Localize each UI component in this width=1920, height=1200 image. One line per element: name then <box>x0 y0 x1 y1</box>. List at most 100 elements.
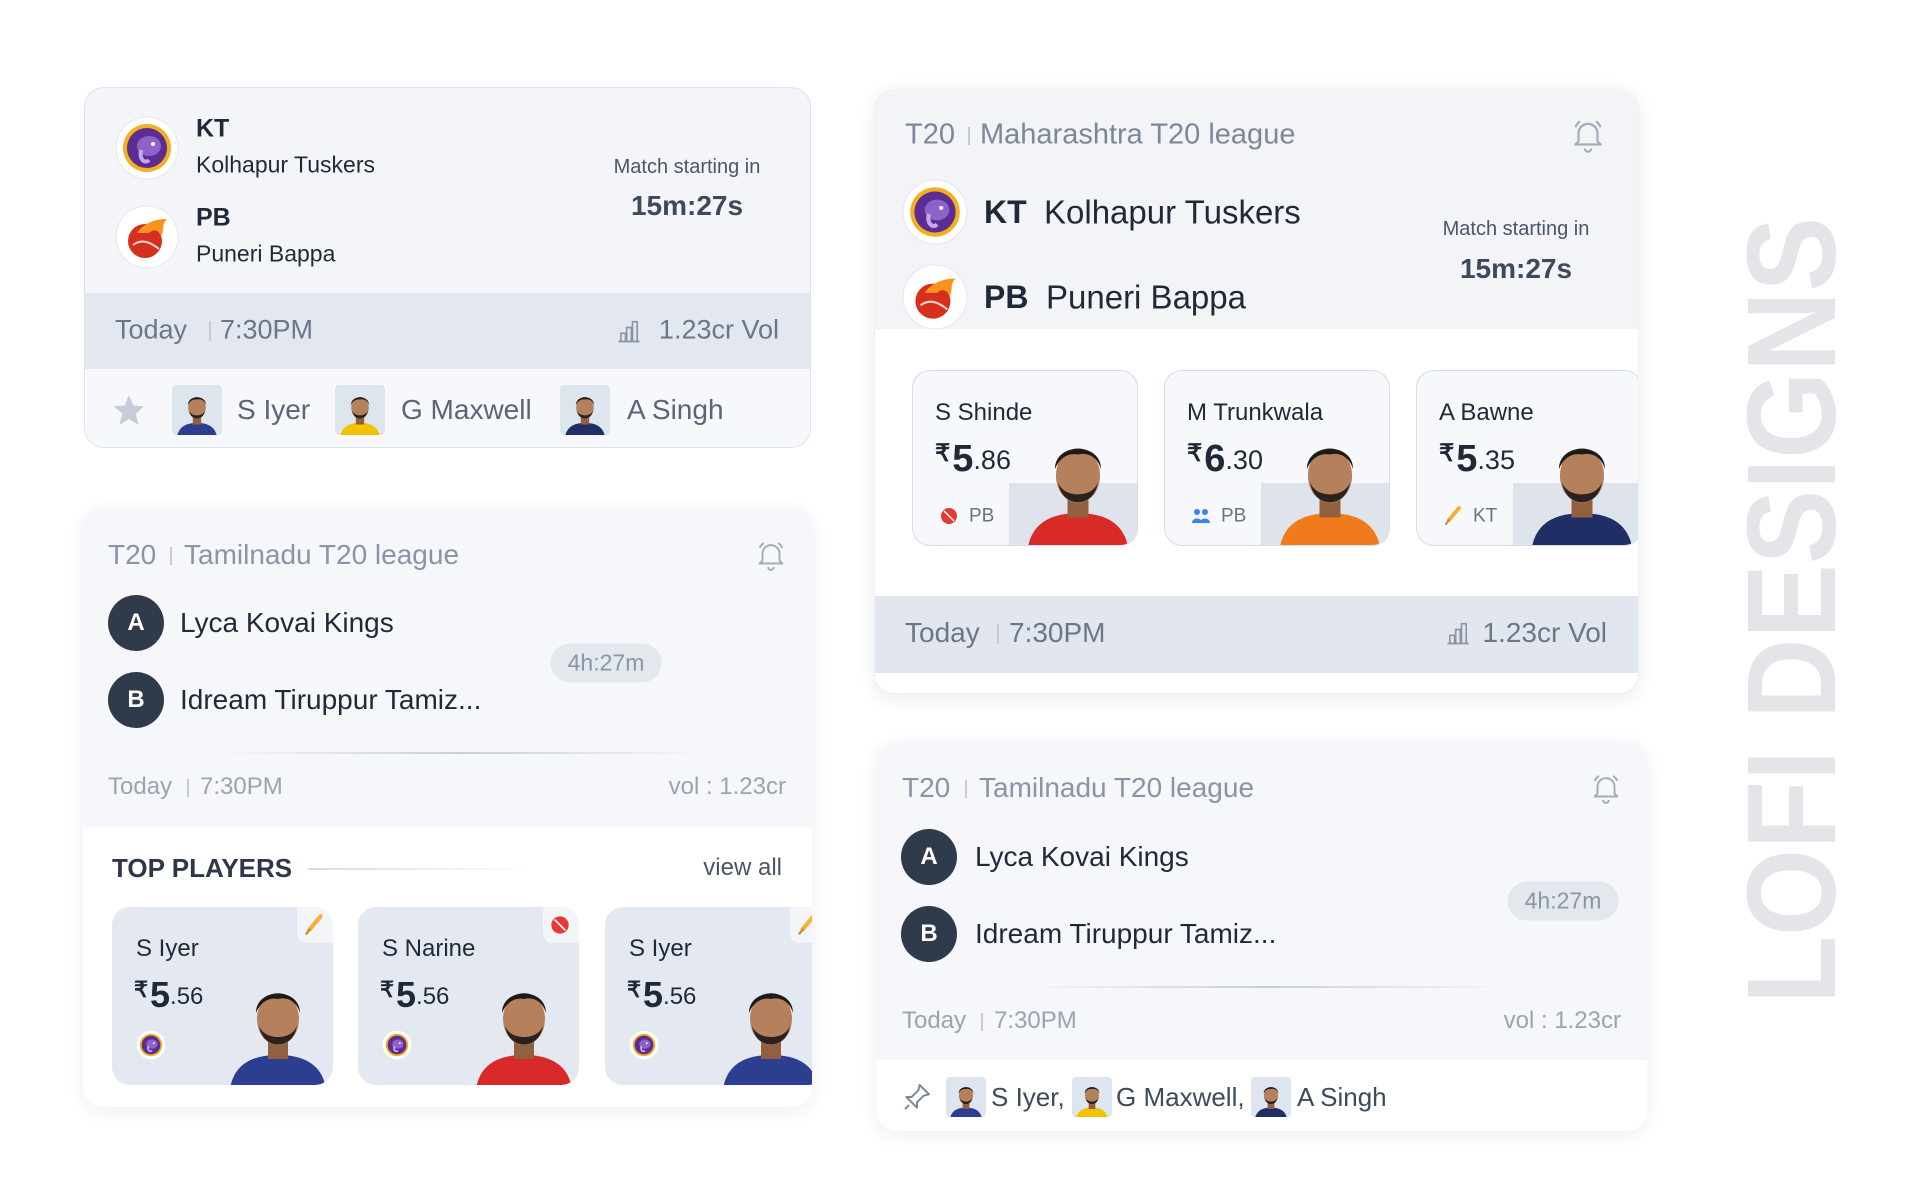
player-name: S Shinde <box>935 399 1033 426</box>
team-logo-shape <box>629 1030 658 1059</box>
volume-icon <box>615 317 643 345</box>
format: T20 <box>905 118 955 151</box>
team-logo <box>115 116 179 180</box>
team-logo-shape <box>136 1030 165 1059</box>
team-logo <box>902 179 968 245</box>
player-name: G Maxwell, <box>1116 1082 1245 1112</box>
volume: vol : 1.23cr <box>668 773 786 800</box>
team-code: PB <box>1221 505 1247 527</box>
role-icon <box>547 912 573 938</box>
price-fraction: .30 <box>1225 445 1263 475</box>
countdown: 15m:27s <box>1459 253 1573 284</box>
player-price: ₹5.56 <box>627 977 696 1013</box>
separator <box>965 780 967 798</box>
player-card[interactable]: S Shinde ₹5.86 PB <box>912 370 1138 546</box>
player-photo <box>474 969 574 1085</box>
match-day: Today <box>115 314 188 345</box>
team-code: PB <box>196 203 231 232</box>
team-name: Kolhapur Tuskers <box>196 151 375 178</box>
card-header-area <box>83 508 812 827</box>
player-photo-shape <box>476 993 572 1085</box>
team-code: KT <box>1473 505 1498 527</box>
match-card[interactable]: T20 Tamilnadu T20 league A Lyca Kovai Ki… <box>83 508 812 1107</box>
player-photo <box>228 969 328 1085</box>
pin-icon[interactable] <box>901 1081 933 1113</box>
player-name: S Iyer <box>237 394 311 425</box>
bell-icon[interactable] <box>1569 116 1607 154</box>
volume-icon <box>1444 619 1472 647</box>
player-photo-shape <box>723 993 812 1085</box>
divider <box>223 752 703 754</box>
player-avatar <box>946 1077 986 1117</box>
team-icon-shape <box>1192 509 1210 523</box>
player-photo-shape <box>950 1087 982 1117</box>
match-card[interactable]: KT Kolhapur Tuskers PB Puneri Bappa Matc… <box>84 87 811 448</box>
countdown-pill: 4h:27m <box>1507 881 1619 921</box>
player-card[interactable]: S Narine ₹5.56 <box>358 907 579 1085</box>
player-name: A Singh <box>1297 1082 1387 1112</box>
format: T20 <box>902 772 951 803</box>
player-photo-shape <box>1280 448 1381 546</box>
team-logo <box>629 1030 659 1060</box>
match-time: 7:30PM <box>220 314 314 345</box>
team-name: Puneri Bappa <box>196 240 336 267</box>
player-name: S Iyer, <box>991 1082 1065 1112</box>
team-badge: B <box>108 672 164 728</box>
player-photo <box>1275 423 1385 546</box>
team-logo <box>115 205 179 269</box>
player-avatar <box>335 385 385 435</box>
countdown: 15m:27s <box>630 190 744 221</box>
role-icon <box>301 912 327 938</box>
countdown-pill: 4h:27m <box>550 643 662 683</box>
team-code: KT <box>984 194 1027 230</box>
player-photo-shape <box>1076 1087 1108 1117</box>
player-photo-shape <box>340 397 380 435</box>
player-photo <box>946 1079 986 1117</box>
divider <box>1027 986 1507 988</box>
player-card[interactable]: M Trunkwala ₹6.30 PB <box>1164 370 1390 546</box>
player-card[interactable]: S Iyer ₹5.56 <box>112 907 333 1085</box>
role-icon <box>794 912 812 938</box>
player-avatar <box>560 385 610 435</box>
player-photo <box>1527 423 1637 546</box>
team-name: Kolhapur Tuskers <box>1044 193 1301 231</box>
favorite-icon[interactable] <box>111 392 147 428</box>
role-icon-shape <box>551 916 568 933</box>
divider <box>308 868 538 870</box>
currency: ₹ <box>1439 440 1455 467</box>
role-tag <box>790 907 812 943</box>
match-card[interactable]: T20 Tamilnadu T20 league A Lyca Kovai Ki… <box>877 742 1647 1131</box>
match-time: 7:30PM <box>994 1007 1077 1034</box>
price-whole: 6 <box>1204 438 1226 480</box>
player-photo <box>721 969 812 1085</box>
watermark-text: LOFI DESIGNS <box>1721 217 1862 1004</box>
player-card[interactable]: A Bawne ₹5.35 KT <box>1416 370 1638 546</box>
currency: ₹ <box>1187 440 1203 467</box>
price-fraction: .56 <box>416 983 450 1010</box>
match-card[interactable]: T20 Maharashtra T20 league KT Kolhapur T… <box>874 89 1639 694</box>
countdown-label: Match starting in <box>613 156 761 178</box>
player-photo-shape <box>1255 1087 1287 1117</box>
player-photo-shape <box>1028 448 1129 546</box>
bell-icon[interactable] <box>1589 771 1623 805</box>
player-name: G Maxwell <box>401 394 532 425</box>
player-name: S Narine <box>382 935 476 962</box>
player-price: ₹5.35 <box>1439 440 1515 478</box>
format: T20 <box>108 539 157 570</box>
currency: ₹ <box>627 977 641 1002</box>
price-fraction: .35 <box>1477 445 1515 475</box>
team-logo-shape <box>382 1030 411 1059</box>
league: Maharashtra T20 league <box>980 118 1296 151</box>
bell-icon[interactable] <box>754 538 788 572</box>
currency: ₹ <box>134 977 148 1002</box>
player-card[interactable]: S Iyer ₹5.56 <box>605 907 812 1085</box>
player-photo-shape <box>230 993 326 1085</box>
team-code: PB <box>984 279 1029 315</box>
price-whole: 5 <box>643 974 664 1015</box>
volume: vol : 1.23cr <box>1503 1007 1621 1034</box>
match-day: Today <box>108 773 173 800</box>
view-all-link[interactable]: view all <box>703 854 782 881</box>
team-badge: A <box>108 595 164 651</box>
section-title: TOP PLAYERS <box>112 853 293 883</box>
separator <box>170 547 172 565</box>
